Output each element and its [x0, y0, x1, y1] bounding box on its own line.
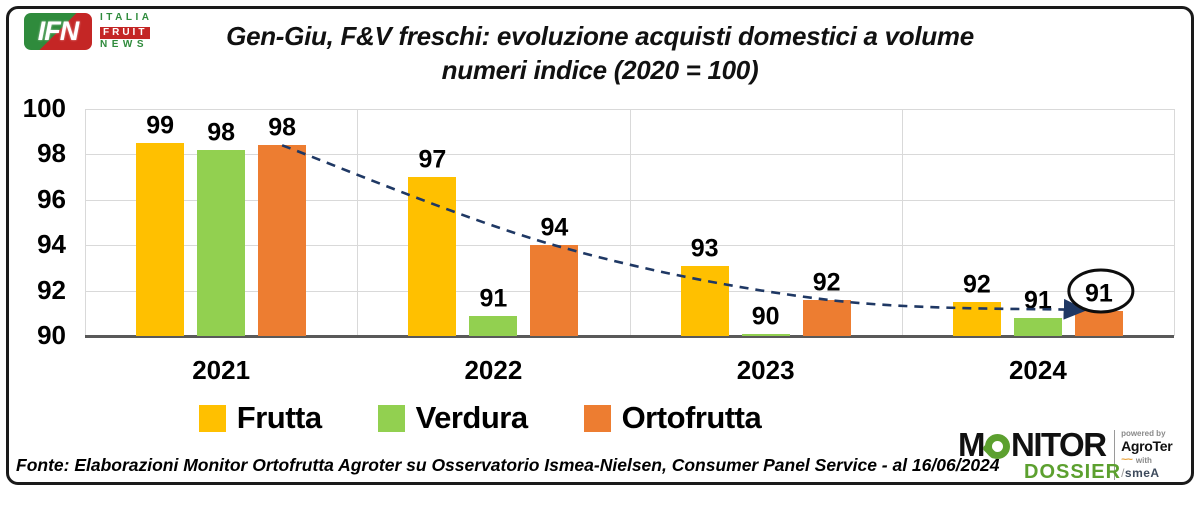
powered-by-label: powered by [1121, 429, 1166, 438]
y-axis-tick-label: 94 [37, 229, 66, 260]
gridline-horizontal [85, 154, 1174, 156]
ifn-logo: IFN ITALIA FRUIT NEWS [24, 13, 152, 50]
bar-verdura-2022 [469, 315, 518, 336]
x-category-label-2022: 2022 [464, 355, 523, 385]
magnifier-icon [981, 434, 1010, 460]
gridline-horizontal [85, 109, 1174, 110]
gridline-horizontal [85, 290, 1174, 292]
gridline-vertical [357, 109, 359, 336]
legend-label: Frutta [236, 400, 322, 435]
monitor-nitor: NITOR [1011, 426, 1107, 463]
bar-frutta-2024 [952, 301, 1001, 336]
legend-swatch-icon [198, 404, 226, 432]
x-category-label-2021: 2021 [192, 355, 251, 385]
gridline-horizontal [85, 199, 1174, 201]
with-label: with [1135, 456, 1152, 465]
bar-frutta-2021 [136, 143, 185, 336]
bar-value-label: 94 [540, 213, 569, 242]
legend-swatch-icon [377, 404, 405, 432]
bar-ortofrutta-2022 [530, 245, 579, 336]
magnifier-handle-icon [981, 443, 999, 460]
monitor-wordmark: M NITOR [958, 426, 1107, 463]
chart-legend: Frutta Verdura Ortofrutta [0, 400, 960, 436]
ismea-text: smeA [1124, 465, 1160, 480]
legend-swatch-icon [583, 404, 611, 432]
bar-value-label: 93 [690, 234, 719, 263]
ifn-italia: ITALIA [100, 12, 153, 23]
chart-title-line1: Gen-Giu, F&V freschi: evoluzione acquist… [226, 21, 974, 51]
ifn-fruit: FRUIT [100, 27, 151, 39]
legend-label: Ortofrutta [621, 400, 762, 435]
bar-verdura-2021 [197, 149, 246, 336]
gridline-vertical [901, 109, 903, 336]
y-axis-tick-label: 90 [37, 320, 66, 350]
x-category-label-2024: 2024 [1008, 355, 1067, 385]
legend-label: Verdura [415, 400, 528, 435]
bar-value-label: 91 [479, 284, 508, 313]
bar-value-label: 90 [751, 302, 780, 331]
logo-divider [1113, 430, 1116, 480]
bar-frutta-2023 [680, 265, 729, 336]
bar-value-label: 92 [812, 268, 841, 297]
gridline-vertical [629, 109, 631, 336]
gridline-vertical [85, 109, 86, 336]
bar-verdura-2024 [1013, 317, 1062, 336]
agroter-wordmark: AgroTer [1121, 438, 1173, 455]
bar-value-label: 97 [418, 145, 447, 174]
y-axis-tick-label: 96 [37, 183, 66, 214]
ifn-logo-text: ITALIA FRUIT NEWS [100, 13, 152, 50]
ifn-news: NEWS [100, 39, 148, 50]
y-axis-tick-label: 92 [37, 274, 66, 305]
monitor-m: M [958, 426, 986, 463]
gridline-vertical [1174, 109, 1175, 336]
bar-value-label: 91 [1023, 286, 1052, 315]
gridline-horizontal [85, 245, 1174, 247]
powered-by-block: powered by AgroTer ~~ with /smeA [1121, 428, 1173, 481]
x-category-label-2023: 2023 [736, 355, 795, 385]
bar-frutta-2022 [408, 177, 457, 336]
legend-item-frutta: Frutta [198, 400, 322, 436]
ismea-wordmark: /smeA [1121, 465, 1172, 481]
bar-ortofrutta-2021 [258, 145, 307, 336]
bar-value-label: 92 [962, 270, 991, 299]
legend-item-verdura: Verdura [377, 400, 528, 436]
bar-value-label: 99 [146, 111, 175, 140]
bar-ortofrutta-2023 [802, 299, 851, 336]
flame-icon: ~~ [1121, 454, 1133, 467]
dossier-wordmark: DOSSIER [1024, 461, 1122, 483]
chart-title-line2: numeri indice (2020 = 100) [441, 55, 759, 85]
source-note: Fonte: Elaborazioni Monitor Ortofrutta A… [16, 455, 1000, 475]
bar-value-label: 98 [268, 113, 297, 142]
ifn-acronym: IFN [37, 16, 79, 46]
y-axis-tick-label: 98 [37, 138, 66, 169]
y-axis-tick-label: 100 [22, 93, 66, 123]
ismea-slash: / [1121, 465, 1125, 480]
bar-value-label: 91 [1084, 279, 1113, 308]
bar-ortofrutta-2024 [1074, 311, 1123, 336]
bar-verdura-2023 [741, 333, 790, 336]
ifn-badge-icon: IFN [24, 13, 92, 50]
x-axis-line [85, 335, 1174, 338]
monitor-dossier-logo: M NITOR DOSSIER powered by AgroTer ~~ wit… [958, 426, 1173, 519]
bar-value-label: 98 [207, 118, 236, 147]
legend-item-ortofrutta: Ortofrutta [583, 400, 762, 436]
